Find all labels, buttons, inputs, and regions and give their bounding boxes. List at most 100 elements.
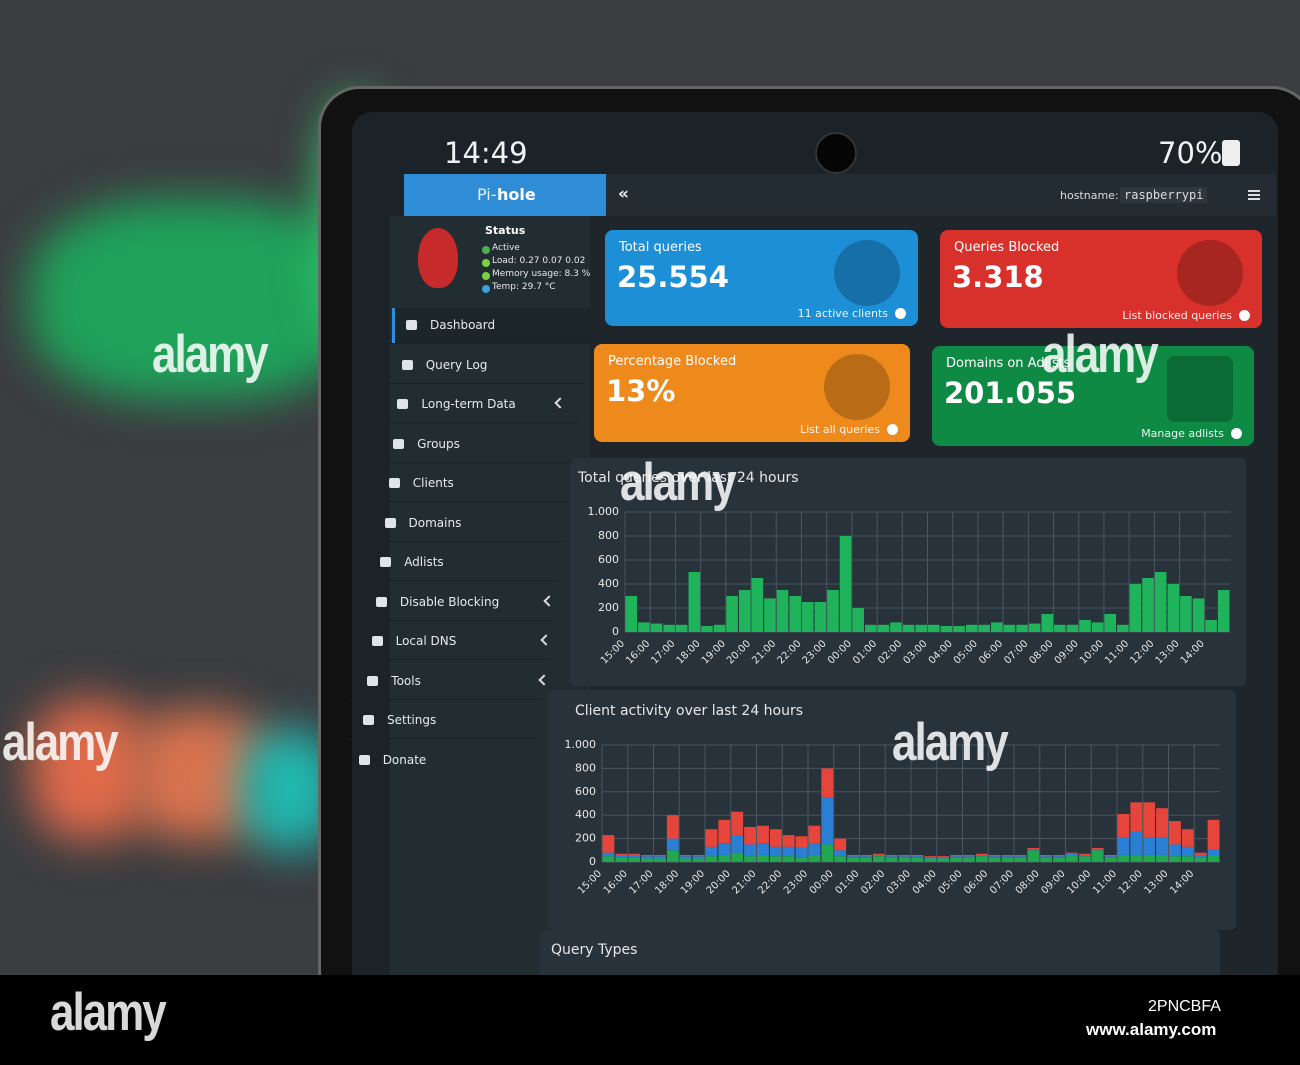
- bar: [744, 856, 756, 862]
- hamburger[interactable]: [1248, 190, 1260, 192]
- menu-icon: [363, 715, 374, 725]
- x-tick-label: 16:00: [602, 868, 630, 896]
- bar: [757, 854, 769, 862]
- y-tick-label: 200: [598, 601, 619, 614]
- card-link[interactable]: List blocked queries: [1122, 309, 1232, 322]
- x-tick-label: 10:00: [1065, 868, 1093, 896]
- card-link[interactable]: List all queries: [800, 423, 880, 436]
- bar: [1091, 622, 1104, 632]
- bar: [628, 853, 641, 855]
- clock: 14:49: [444, 136, 528, 170]
- x-tick-label: 11:00: [1091, 868, 1119, 896]
- x-tick-label: 04:00: [911, 868, 939, 896]
- bar: [963, 857, 975, 862]
- menu-item[interactable]: Disable Blocking: [399, 594, 500, 609]
- menu-item[interactable]: Tools: [391, 673, 421, 688]
- x-tick-label: 00:00: [826, 638, 854, 666]
- bar: [821, 844, 834, 862]
- bar: [782, 856, 795, 862]
- bar: [988, 856, 1001, 858]
- bar: [1169, 856, 1181, 862]
- menu-icon: [397, 399, 409, 409]
- bar: [1003, 624, 1016, 632]
- bar: [1066, 854, 1078, 862]
- bar: [1014, 857, 1027, 862]
- bar: [1040, 857, 1053, 862]
- card-icon: [1177, 240, 1243, 306]
- bar: [654, 854, 666, 857]
- x-tick-label: 00:00: [808, 868, 836, 896]
- menu-item[interactable]: Local DNS: [395, 634, 457, 648]
- card-link-arrow[interactable]: [1231, 428, 1242, 439]
- bar: [688, 572, 701, 632]
- bar: [852, 608, 864, 632]
- logo-light: Pi-: [477, 185, 497, 204]
- y-tick-label: 1.000: [588, 505, 620, 518]
- bar: [1091, 850, 1104, 862]
- status-dot: [482, 272, 490, 280]
- bar: [1016, 624, 1028, 632]
- card-link-arrow[interactable]: [887, 424, 898, 435]
- chart-title: Client activity over last 24 hours: [575, 703, 803, 719]
- menu-icon: [388, 478, 400, 488]
- menu-item[interactable]: Donate: [382, 752, 427, 767]
- bar: [654, 856, 666, 859]
- menu-divider: [364, 580, 559, 581]
- bar: [625, 596, 638, 632]
- collapse-toggle[interactable]: «: [618, 184, 629, 204]
- bar: [1143, 854, 1156, 862]
- bar: [1217, 590, 1230, 632]
- menu-item[interactable]: Dashboard: [430, 318, 496, 332]
- bar: [713, 624, 726, 632]
- bar: [1040, 856, 1053, 858]
- bar: [1091, 849, 1104, 851]
- menu-item[interactable]: Long-term Data: [421, 397, 516, 411]
- menu-item[interactable]: Query Log: [425, 357, 488, 372]
- bar: [902, 624, 915, 632]
- menu-item[interactable]: Domains: [408, 515, 462, 530]
- bar: [847, 856, 859, 858]
- hostname-label: hostname:: [1060, 189, 1119, 202]
- card-link[interactable]: 11 active clients: [797, 307, 888, 320]
- card-link[interactable]: Manage adlists: [1141, 427, 1224, 440]
- bar: [769, 846, 782, 857]
- x-tick-label: 12:00: [1128, 638, 1156, 666]
- bar: [638, 622, 650, 632]
- stat-card: Percentage Blocked 13% List all queries: [594, 344, 910, 442]
- bar: [963, 854, 975, 857]
- stock-bar: [0, 975, 1300, 1065]
- bar: [950, 857, 962, 862]
- bar: [705, 829, 718, 847]
- bar: [1104, 857, 1117, 862]
- bar: [808, 825, 821, 844]
- status-line: Temp: 29.7 °C: [492, 282, 556, 292]
- bar: [965, 624, 978, 632]
- menu-item[interactable]: Groups: [417, 436, 460, 451]
- x-tick-label: 13:00: [1142, 868, 1170, 896]
- menu-item[interactable]: Settings: [387, 713, 437, 727]
- bar: [950, 854, 962, 857]
- x-tick-label: 14:00: [1168, 868, 1196, 896]
- bar: [801, 602, 814, 632]
- bar: [1205, 620, 1217, 632]
- bar: [628, 854, 641, 858]
- bar: [1117, 854, 1130, 862]
- watermark: alamy: [2, 713, 119, 772]
- bar: [641, 858, 653, 862]
- card-link-arrow[interactable]: [895, 308, 906, 319]
- x-tick-label: 19:00: [700, 638, 728, 666]
- bg-blur: [30, 200, 360, 400]
- bar: [757, 843, 769, 855]
- bar: [1027, 849, 1040, 851]
- bar: [1154, 572, 1167, 632]
- menu-icon: [367, 675, 379, 686]
- bar: [937, 858, 950, 862]
- bar: [615, 857, 628, 862]
- menu-item[interactable]: Clients: [412, 476, 454, 490]
- bar: [744, 826, 756, 845]
- menu-item[interactable]: Adlists: [404, 555, 444, 569]
- card-link-arrow[interactable]: [1239, 310, 1250, 321]
- bar: [1194, 857, 1207, 862]
